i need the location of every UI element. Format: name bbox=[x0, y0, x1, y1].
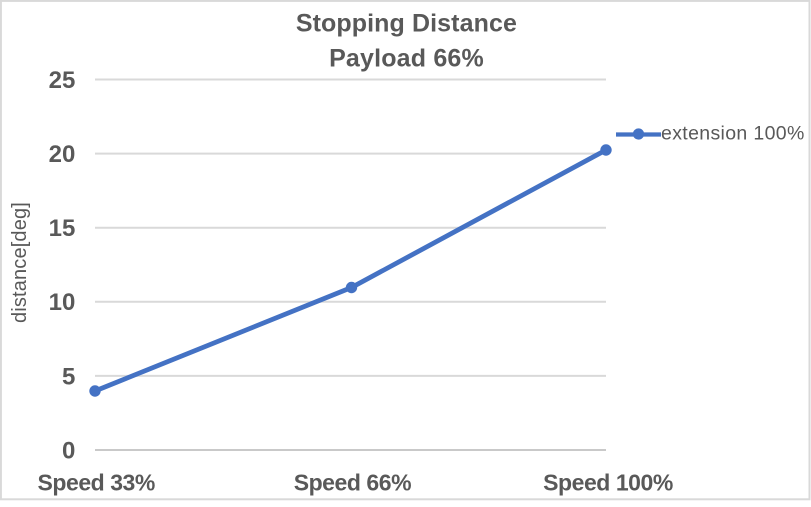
svg-text:15: 15 bbox=[49, 215, 76, 242]
svg-text:5: 5 bbox=[62, 363, 75, 390]
svg-text:Speed 66%: Speed 66% bbox=[294, 470, 411, 496]
svg-text:10: 10 bbox=[49, 289, 76, 316]
svg-text:Payload 66%: Payload 66% bbox=[329, 44, 484, 72]
svg-text:0: 0 bbox=[62, 437, 75, 464]
svg-text:Speed 33%: Speed 33% bbox=[37, 470, 154, 496]
svg-text:20: 20 bbox=[49, 141, 76, 168]
svg-text:25: 25 bbox=[49, 67, 76, 94]
svg-text:Stopping Distance: Stopping Distance bbox=[296, 10, 517, 38]
svg-text:extension 100%: extension 100% bbox=[661, 123, 805, 145]
svg-text:Speed 100%: Speed 100% bbox=[543, 470, 673, 496]
svg-text:distance[deg]: distance[deg] bbox=[9, 202, 31, 323]
